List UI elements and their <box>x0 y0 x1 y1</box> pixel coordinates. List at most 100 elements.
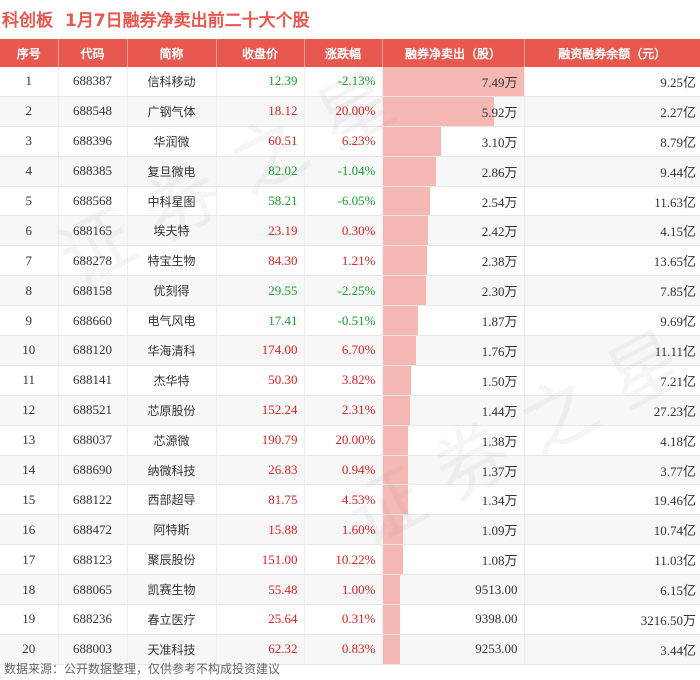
close-price: 50.30 <box>216 365 305 396</box>
stock-code: 688122 <box>58 484 128 516</box>
stock-name: 电气风电 <box>127 305 217 337</box>
stock-code: 688120 <box>58 335 128 366</box>
close-price: 23.19 <box>216 215 305 247</box>
stock-name: 聚辰股份 <box>127 544 217 576</box>
row-index: 15 <box>0 484 59 516</box>
net-short-value: 1.09万 <box>481 523 518 539</box>
stock-name: 信科移动 <box>127 67 217 97</box>
margin-balance: 3.77亿 <box>524 455 700 486</box>
close-price: 25.64 <box>216 604 305 635</box>
table-row: 19 688236 春立医疗 25.64 0.31% 9398.00 3216.50万 <box>0 604 700 635</box>
margin-balance: 19.46亿 <box>524 484 700 516</box>
row-index: 14 <box>0 455 59 486</box>
change-percent: 4.53% <box>304 484 383 516</box>
net-short-cell: 1.38万 <box>382 425 525 456</box>
net-short-cell: 2.42万 <box>382 215 525 247</box>
change-percent: 3.82% <box>304 365 383 396</box>
close-price: 17.41 <box>216 305 305 337</box>
row-index: 13 <box>0 425 59 456</box>
table-row: 4 688385 复旦微电 82.02 -1.04% 2.86万 9.44亿 <box>0 156 700 187</box>
header: 科创板 1月7日融券净卖出前二十大个股 <box>0 0 700 36</box>
change-percent: 20.00% <box>304 96 383 127</box>
change-percent: -2.13% <box>304 67 383 97</box>
change-percent: 0.30% <box>304 215 383 247</box>
margin-balance: 10.74亿 <box>524 514 700 546</box>
change-percent: 0.94% <box>304 455 383 486</box>
column-header-net-short: 融券净卖出（股） <box>382 39 525 67</box>
stock-name: 杰华特 <box>127 365 217 396</box>
column-header-change: 涨跌幅 <box>304 39 383 67</box>
margin-balance: 3.44亿 <box>524 634 700 665</box>
table-row: 18 688065 凯赛生物 55.48 1.00% 9513.00 6.15亿 <box>0 574 700 606</box>
net-short-cell: 1.37万 <box>382 455 525 486</box>
row-index: 9 <box>0 305 59 337</box>
change-percent: -2.25% <box>304 275 383 307</box>
row-index: 11 <box>0 365 59 396</box>
stock-name: 中科星图 <box>127 186 217 217</box>
page-title: 1月7日融券净卖出前二十大个股 <box>65 10 310 31</box>
table-row: 14 688690 纳微科技 26.83 0.94% 1.37万 3.77亿 <box>0 455 700 486</box>
change-percent: 6.70% <box>304 335 383 366</box>
net-short-bar <box>382 605 401 634</box>
net-short-value: 1.34万 <box>481 493 518 509</box>
row-index: 17 <box>0 544 59 576</box>
row-index: 8 <box>0 275 59 307</box>
net-short-cell: 1.09万 <box>382 514 525 546</box>
margin-balance: 9.25亿 <box>524 67 700 97</box>
change-percent: 1.00% <box>304 574 383 606</box>
net-short-value: 7.49万 <box>481 74 518 90</box>
stock-code: 688690 <box>58 455 128 486</box>
table-row: 3 688396 华润微 60.51 6.23% 3.10万 8.79亿 <box>0 126 700 157</box>
net-short-value: 1.08万 <box>481 553 518 569</box>
close-price: 82.02 <box>216 156 305 187</box>
table-row: 17 688123 聚辰股份 151.00 10.22% 1.08万 11.03亿 <box>0 544 700 576</box>
stock-name: 广钢气体 <box>127 96 217 127</box>
stock-name: 凯赛生物 <box>127 574 217 606</box>
stock-name: 春立医疗 <box>127 604 217 635</box>
net-short-bar <box>382 186 431 216</box>
margin-balance: 7.85亿 <box>524 275 700 307</box>
net-short-value: 1.44万 <box>481 403 518 419</box>
margin-balance: 6.15亿 <box>524 574 700 606</box>
change-percent: 1.60% <box>304 514 383 546</box>
net-short-bar <box>382 515 404 545</box>
net-short-cell: 7.49万 <box>382 67 525 97</box>
stock-code: 688396 <box>58 126 128 157</box>
net-short-value: 2.30万 <box>481 284 518 300</box>
row-index: 19 <box>0 604 59 635</box>
stock-code: 688548 <box>58 96 128 127</box>
source-note: 数据来源：公开数据整理，仅供参考不构成投资建议 <box>4 662 281 676</box>
table-header-row: 序号 代码 简称 收盘价 涨跌幅 融券净卖出（股） 融资融券余额（元） <box>0 39 700 67</box>
net-short-value: 9253.00 <box>475 641 518 657</box>
net-short-cell: 3.10万 <box>382 126 525 157</box>
table-row: 12 688521 芯原股份 152.24 2.31% 1.44万 27.23亿 <box>0 395 700 426</box>
close-price: 29.55 <box>216 275 305 307</box>
stock-code: 688521 <box>58 395 128 426</box>
table-row: 2 688548 广钢气体 18.12 20.00% 5.92万 2.27亿 <box>0 96 700 127</box>
margin-balance: 2.27亿 <box>524 96 700 127</box>
close-price: 15.88 <box>216 514 305 546</box>
close-price: 58.21 <box>216 186 305 217</box>
net-short-value: 1.87万 <box>481 314 518 330</box>
margin-balance: 11.11亿 <box>524 335 700 366</box>
stock-name: 纳微科技 <box>127 455 217 486</box>
table-row: 6 688165 埃夫特 23.19 0.30% 2.42万 4.15亿 <box>0 215 700 247</box>
margin-balance: 27.23亿 <box>524 395 700 426</box>
change-percent: 2.31% <box>304 395 383 426</box>
stock-code: 688660 <box>58 305 128 337</box>
net-short-value: 2.54万 <box>481 194 518 210</box>
stock-code: 688278 <box>58 245 128 277</box>
net-short-cell: 2.54万 <box>382 186 525 217</box>
table-row: 11 688141 杰华特 50.30 3.82% 1.50万 7.21亿 <box>0 365 700 396</box>
stock-name: 芯原股份 <box>127 395 217 426</box>
net-short-value: 9513.00 <box>475 581 518 597</box>
net-short-bar <box>382 276 426 306</box>
row-index: 20 <box>0 634 59 665</box>
margin-balance: 9.44亿 <box>524 156 700 187</box>
net-short-bar <box>382 336 416 365</box>
row-index: 4 <box>0 156 59 187</box>
close-price: 152.24 <box>216 395 305 426</box>
stock-code: 688385 <box>58 156 128 187</box>
net-short-value: 9398.00 <box>475 611 518 627</box>
stock-code: 688387 <box>58 67 128 97</box>
